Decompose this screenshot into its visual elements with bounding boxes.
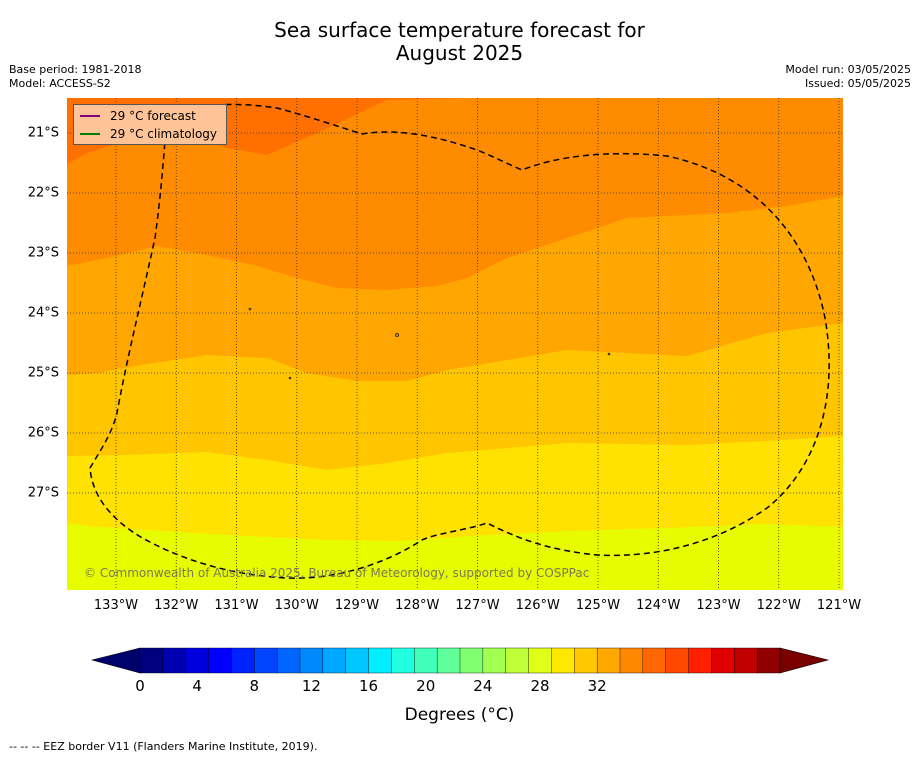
colorbar-segment	[254, 647, 278, 674]
x-tick-label: 130°W	[274, 598, 319, 613]
legend-forecast-label: 29 °C forecast	[110, 109, 196, 123]
colorbar-segment	[482, 647, 507, 674]
colorbar-tick-label: 12	[301, 677, 321, 695]
colorbar-segment	[596, 647, 621, 674]
colorbar-segment	[299, 647, 324, 674]
copyright-text: © Commonwealth of Australia 2025, Bureau…	[84, 566, 590, 580]
x-tick-label: 124°W	[636, 598, 681, 613]
colorbar-segment	[551, 647, 575, 674]
colorbar-segment	[642, 647, 667, 674]
base-period: Base period: 1981-2018	[9, 63, 142, 76]
model-run: Model run: 03/05/2025	[785, 63, 911, 76]
colorbar-tick-label: 0	[135, 677, 145, 695]
colorbar-tick-label: 16	[359, 677, 379, 695]
colorbar-tick-label: 4	[192, 677, 202, 695]
colorbar-segment	[459, 647, 484, 674]
colorbar-segment	[734, 647, 758, 674]
y-tick-label: 23°S	[27, 245, 59, 261]
title-line-2: August 2025	[395, 41, 524, 65]
issued-date: Issued: 05/05/2025	[804, 77, 911, 90]
colorbar-over-arrow	[779, 647, 830, 674]
colorbar-tick-label: 8	[249, 677, 260, 695]
colorbar-segment	[619, 647, 644, 674]
island-3	[288, 376, 292, 380]
x-tick-label: 126°W	[515, 598, 560, 613]
y-tick-label: 25°S	[27, 365, 59, 381]
legend-climatology: 29 °C climatology	[80, 126, 217, 142]
colorbar-tick-label: 20	[416, 677, 436, 695]
island-1	[395, 333, 399, 337]
legend-forecast: 29 °C forecast	[80, 108, 196, 124]
legend-climatology-label: 29 °C climatology	[110, 127, 218, 141]
colorbar-svg	[90, 647, 830, 674]
x-tick-label: 129°W	[334, 598, 380, 613]
colorbar-segment	[665, 647, 690, 674]
island-2	[248, 307, 252, 311]
meta-right: Model run: 03/05/2025 Issued: 05/05/2025	[785, 63, 911, 91]
colorbar-segment	[345, 647, 370, 674]
x-tick-label: 125°W	[575, 598, 621, 613]
grid-lines	[67, 98, 843, 590]
colorbar-segment	[756, 647, 781, 674]
colorbar-segment	[528, 647, 552, 674]
colorbar	[90, 645, 830, 679]
x-tick-label: 127°W	[455, 598, 500, 613]
x-tick-label: 121°W	[816, 598, 862, 613]
sst-map	[67, 98, 843, 590]
y-tick-label: 21°S	[27, 125, 59, 141]
title-line-1: Sea surface temperature forecast for	[274, 18, 645, 42]
colorbar-tick-label: 32	[587, 677, 607, 695]
colorbar-segment	[505, 647, 530, 674]
colorbar-segment	[711, 647, 735, 674]
colorbar-segment	[368, 647, 392, 674]
y-tick-label: 26°S	[27, 425, 59, 441]
sst-map-svg	[67, 98, 843, 590]
island-4	[607, 352, 611, 356]
chart-title: Sea surface temperature forecast for Aug…	[0, 19, 919, 65]
colorbar-segment	[185, 647, 210, 674]
colorbar-segment	[276, 647, 301, 674]
legend: 29 °C forecast 29 °C climatology	[73, 104, 227, 145]
footnote: -- -- -- EEZ border V11 (Flanders Marine…	[9, 740, 318, 753]
x-tick-label: 123°W	[696, 598, 741, 613]
colorbar-segment	[436, 647, 461, 674]
legend-forecast-line	[80, 115, 100, 117]
y-tick-label: 24°S	[27, 305, 59, 321]
colorbar-segment	[391, 647, 415, 674]
model-name: Model: ACCESS-S2	[9, 77, 111, 90]
islands	[248, 307, 611, 380]
colorbar-segment	[162, 647, 187, 674]
y-tick-label: 27°S	[27, 485, 59, 501]
x-tick-label: 122°W	[756, 598, 801, 613]
legend-climatology-line	[80, 133, 100, 135]
eez-border	[89, 103, 830, 579]
colorbar-tick-label: 28	[530, 677, 550, 695]
colorbar-segment	[231, 647, 255, 674]
x-tick-label: 133°W	[93, 598, 139, 613]
colorbar-segment	[414, 647, 438, 674]
colorbar-under-arrow	[90, 647, 141, 674]
x-tick-label: 128°W	[395, 598, 440, 613]
colorbar-segment	[322, 647, 347, 674]
colorbar-tick-label: 24	[473, 677, 493, 695]
x-tick-label: 131°W	[214, 598, 259, 613]
meta-left: Base period: 1981-2018 Model: ACCESS-S2	[9, 63, 141, 91]
colorbar-segment	[139, 647, 164, 674]
colorbar-segment	[208, 647, 232, 674]
colorbar-segment	[688, 647, 712, 674]
x-tick-label: 132°W	[154, 598, 199, 613]
y-tick-label: 22°S	[27, 185, 59, 201]
colorbar-segment	[574, 647, 598, 674]
colorbar-label: Degrees (°C)	[404, 705, 515, 725]
